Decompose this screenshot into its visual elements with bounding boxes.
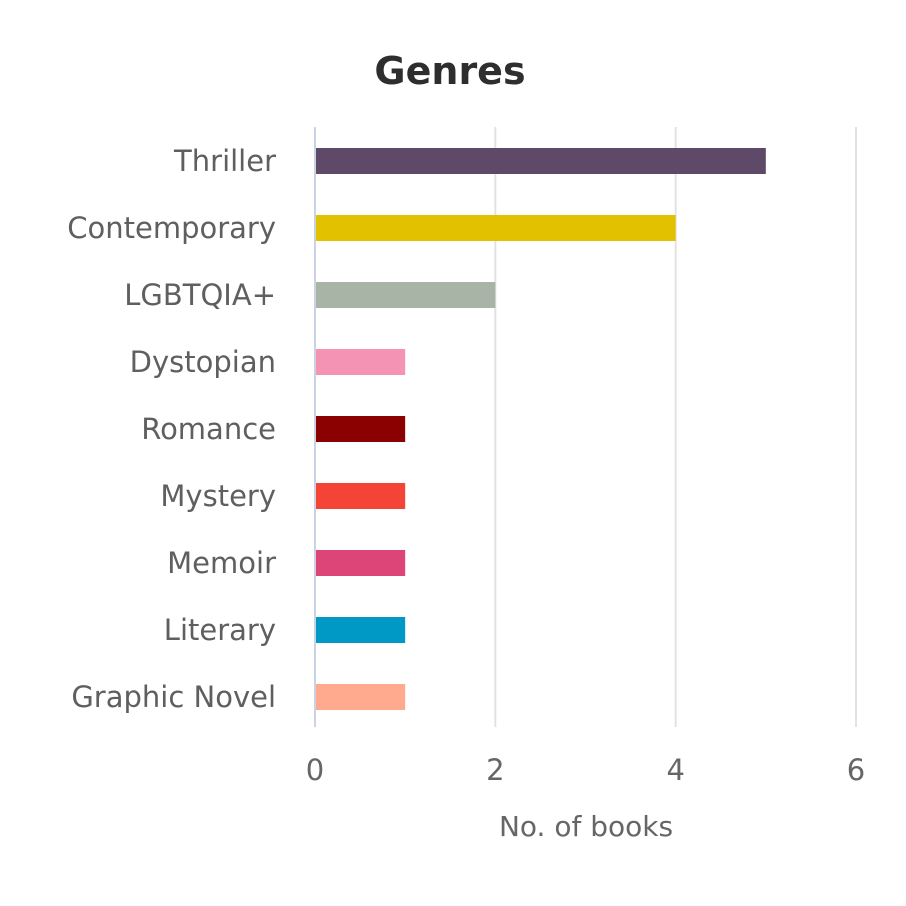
category-label: Mystery <box>160 479 276 513</box>
category-label: Graphic Novel <box>71 680 276 714</box>
bar-lgbtqia <box>316 282 496 308</box>
bar-literary <box>316 617 406 643</box>
bar-romance <box>316 416 406 442</box>
x-axis-title: No. of books <box>499 810 673 843</box>
bar-dystopian <box>316 349 406 375</box>
bar-mystery <box>316 483 406 509</box>
x-tick-labels: 0 2 4 6 <box>306 753 865 787</box>
category-label: Contemporary <box>67 211 276 245</box>
x-tick-label: 4 <box>666 753 684 787</box>
category-label: Thriller <box>173 144 276 178</box>
bar-memoir <box>316 550 406 576</box>
bars <box>316 148 766 710</box>
bar-thriller <box>316 148 766 174</box>
chart-title: Genres <box>374 49 525 93</box>
x-tick-label: 2 <box>486 753 504 787</box>
category-label: LGBTQIA+ <box>124 278 276 312</box>
category-labels: Thriller Contemporary LGBTQIA+ Dystopian Rom… <box>67 144 276 714</box>
category-label: Memoir <box>167 546 276 580</box>
x-tick-label: 0 <box>306 753 324 787</box>
bar-graphic-novel <box>316 684 406 710</box>
x-tick-label: 6 <box>847 753 865 787</box>
bar-contemporary <box>316 215 676 241</box>
category-label: Romance <box>141 412 276 446</box>
category-label: Literary <box>164 613 276 647</box>
category-label: Dystopian <box>130 345 276 379</box>
